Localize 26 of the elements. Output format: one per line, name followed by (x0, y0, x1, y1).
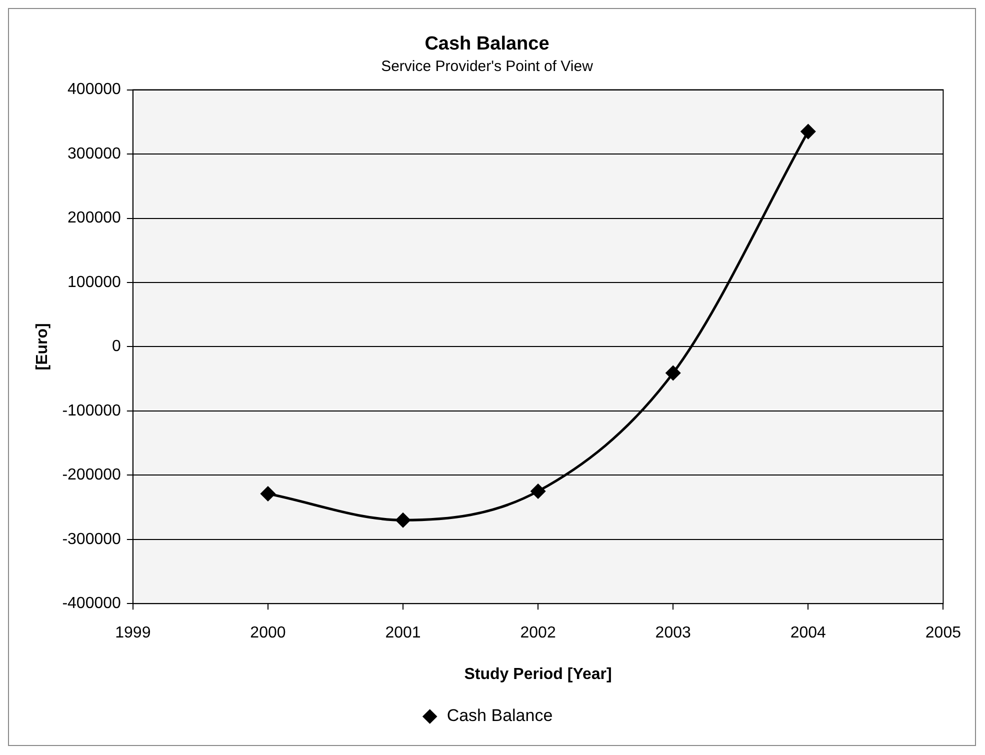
y-tick-label: -200000 (62, 466, 122, 484)
x-tick-label: 2002 (520, 624, 556, 642)
x-tick-label: 2000 (250, 624, 286, 642)
point (666, 366, 680, 380)
y-tick-label: 100000 (68, 274, 122, 291)
y-tick-label: 400000 (68, 81, 122, 98)
y-tick-label: 200000 (68, 210, 122, 227)
x-tick-label: 2003 (655, 624, 692, 642)
y-tick-label: 300000 (68, 145, 122, 162)
y-tick-label: -100000 (62, 402, 122, 420)
x-tick-label: 2005 (925, 624, 962, 642)
x-tick-label: 2004 (790, 624, 826, 642)
x-tick-label: 2001 (385, 624, 421, 642)
chart-subtitle: Service Provider's Point of View (381, 58, 594, 75)
chart-title: Cash Balance (424, 34, 550, 55)
point (396, 512, 410, 528)
x-tick-label: 1999 (115, 624, 151, 642)
y-tick-label: 0 (112, 338, 122, 356)
point (530, 484, 546, 498)
y-axis-title: [Euro] (34, 323, 52, 370)
point (800, 124, 816, 139)
y-tick-label: -300000 (62, 530, 122, 548)
legend-label: Cash Balance (446, 706, 553, 726)
y-tick-label: -400000 (62, 595, 122, 612)
point (260, 486, 276, 502)
x-axis-title: Study Period [Year] (464, 666, 612, 683)
